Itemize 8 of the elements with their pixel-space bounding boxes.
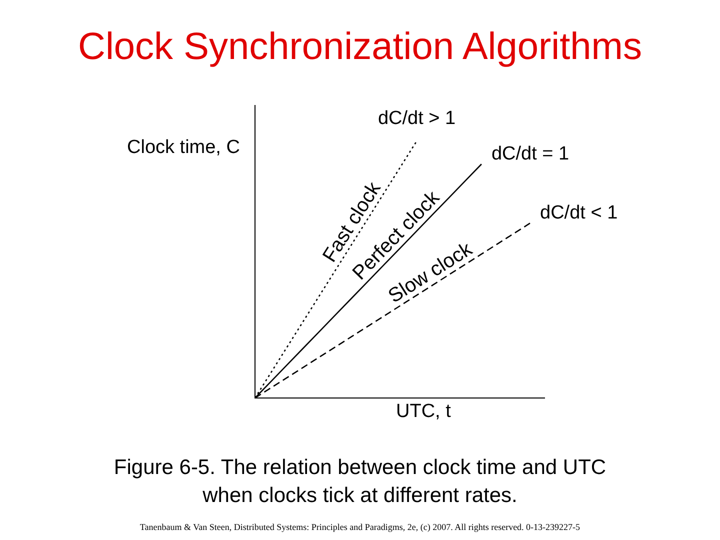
caption: Figure 6-5. The relation between clock time and UTC when clocks tick at different rates. xyxy=(112,455,608,509)
annotation: dC/dt = 1 xyxy=(491,143,570,164)
chart-title: Clock Synchronization Algorithms xyxy=(77,26,643,69)
annotation: dC/dt < 1 xyxy=(540,202,618,224)
x-axis-title: UTC, t xyxy=(396,401,451,423)
text: dC/dt > 1 xyxy=(378,108,456,130)
text: Tanenbaum & Van Steen, Distributed Systems: Principles and Paradigms, 2e, (c) 2007. All rights reserved. 0-13-239227-5 xyxy=(138,522,582,532)
y-axis-title: Clock time, C xyxy=(127,137,240,159)
